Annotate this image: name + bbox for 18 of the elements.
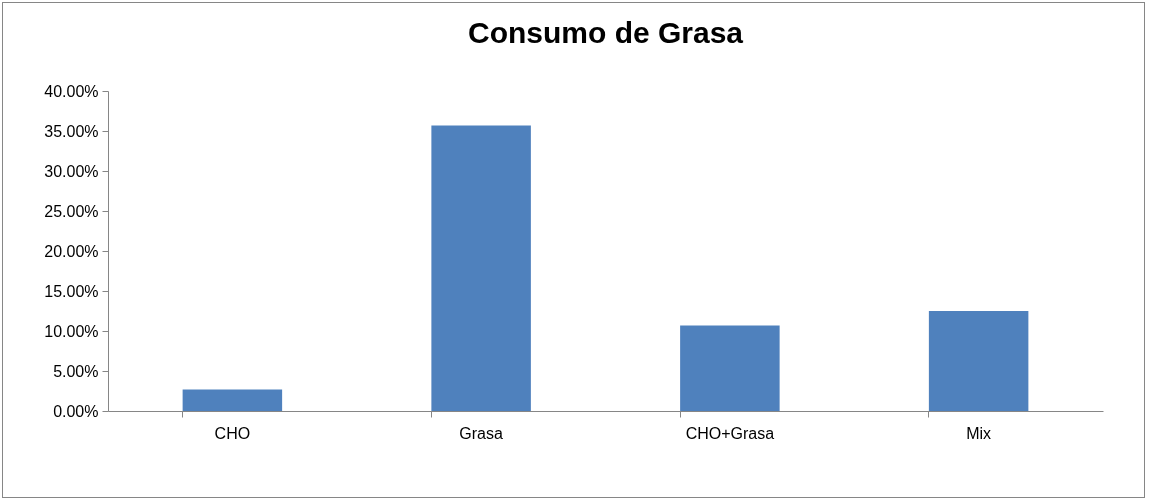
x-tick-label: CHO+Grasa bbox=[685, 424, 775, 442]
x-tick-label: CHO bbox=[214, 424, 251, 442]
bar bbox=[680, 325, 780, 411]
y-tick-label: 40.00% bbox=[44, 82, 99, 100]
x-tick-label: Grasa bbox=[459, 424, 504, 442]
bar bbox=[431, 125, 531, 411]
y-tick-label: 30.00% bbox=[44, 162, 99, 180]
y-tick-label: 20.00% bbox=[44, 242, 99, 260]
y-tick-label: 10.00% bbox=[44, 322, 99, 340]
y-tick-label: 0.00% bbox=[53, 402, 99, 420]
bar bbox=[182, 389, 283, 411]
y-tick-label: 15.00% bbox=[44, 282, 99, 300]
x-tick-label: Mix bbox=[966, 424, 992, 442]
chart-title: Consumo de Grasa bbox=[467, 16, 744, 49]
y-tick-label: 5.00% bbox=[53, 362, 99, 380]
y-tick-label: 35.00% bbox=[44, 122, 99, 140]
bar bbox=[928, 311, 1029, 411]
y-tick-label: 25.00% bbox=[44, 202, 99, 220]
